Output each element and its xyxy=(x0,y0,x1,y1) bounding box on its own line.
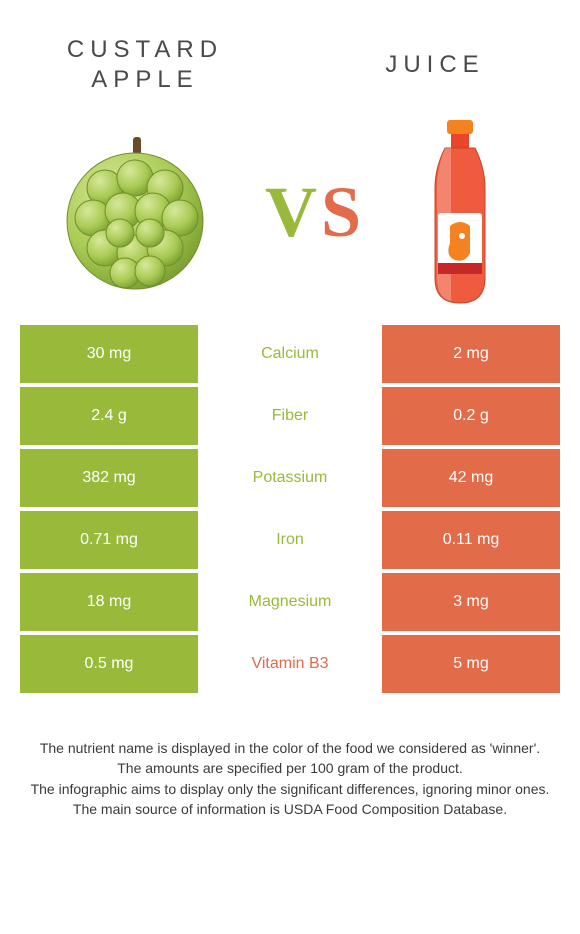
footer-line: The amounts are specified per 100 gram o… xyxy=(18,758,562,778)
nutrient-row: 18 mgMagnesium3 mg xyxy=(20,573,560,631)
right-value-cell: 42 mg xyxy=(382,449,560,507)
juice-bottle-image xyxy=(415,118,505,308)
nutrient-label-cell: Vitamin B3 xyxy=(202,635,378,693)
left-item-title: Custard Apple xyxy=(50,35,240,95)
left-value-cell: 18 mg xyxy=(20,573,198,631)
custard-apple-image xyxy=(55,133,215,293)
footer-line: The infographic aims to display only the… xyxy=(18,779,562,799)
nutrient-label-cell: Fiber xyxy=(202,387,378,445)
left-value-cell: 382 mg xyxy=(20,449,198,507)
left-value-cell: 0.5 mg xyxy=(20,635,198,693)
nutrient-row: 382 mgPotassium42 mg xyxy=(20,449,560,507)
left-value-cell: 2.4 g xyxy=(20,387,198,445)
nutrient-label-cell: Magnesium xyxy=(202,573,378,631)
nutrient-row: 0.5 mgVitamin B35 mg xyxy=(20,635,560,693)
nutrient-row: 0.71 mgIron0.11 mg xyxy=(20,511,560,569)
right-value-cell: 3 mg xyxy=(382,573,560,631)
hero-row: VS xyxy=(0,115,580,325)
footer-line: The nutrient name is displayed in the co… xyxy=(18,738,562,758)
vs-v: V xyxy=(265,172,321,252)
nutrient-row: 30 mgCalcium2 mg xyxy=(20,325,560,383)
vs-label: VS xyxy=(265,171,365,254)
left-value-cell: 30 mg xyxy=(20,325,198,383)
vs-s: S xyxy=(321,172,365,252)
right-value-cell: 0.2 g xyxy=(382,387,560,445)
nutrient-table: 30 mgCalcium2 mg2.4 gFiber0.2 g382 mgPot… xyxy=(20,325,560,693)
right-value-cell: 5 mg xyxy=(382,635,560,693)
nutrient-label-cell: Potassium xyxy=(202,449,378,507)
nutrient-label-cell: Calcium xyxy=(202,325,378,383)
nutrient-row: 2.4 gFiber0.2 g xyxy=(20,387,560,445)
right-item-title: Juice xyxy=(340,50,530,80)
infographic-footer: The nutrient name is displayed in the co… xyxy=(0,693,580,819)
comparison-header: Custard Apple Juice xyxy=(0,0,580,115)
right-value-cell: 2 mg xyxy=(382,325,560,383)
left-value-cell: 0.71 mg xyxy=(20,511,198,569)
right-value-cell: 0.11 mg xyxy=(382,511,560,569)
footer-line: The main source of information is USDA F… xyxy=(18,799,562,819)
nutrient-label-cell: Iron xyxy=(202,511,378,569)
